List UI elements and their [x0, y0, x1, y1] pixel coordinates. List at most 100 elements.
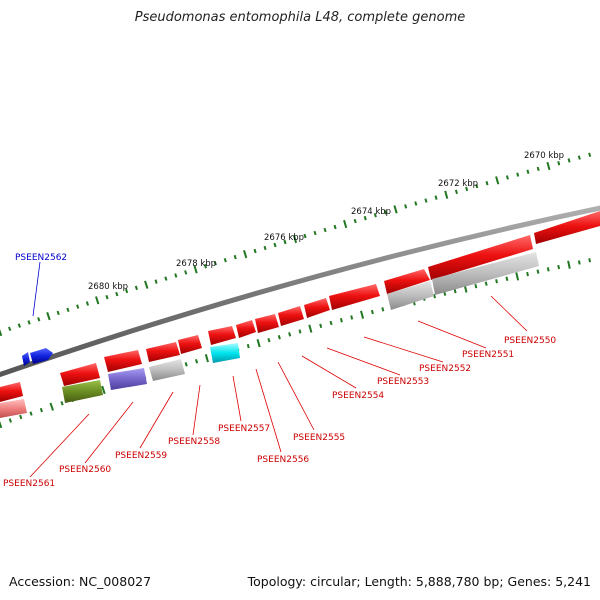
gene-label: PSEEN2560	[59, 465, 111, 475]
gene-label: PSEEN2554	[332, 391, 384, 401]
tick-mark	[60, 401, 64, 406]
gene-label: PSEEN2557	[218, 424, 270, 434]
tick-mark	[246, 343, 250, 349]
feature-track	[0, 252, 539, 418]
tick-mark	[66, 307, 70, 313]
tick-mark	[154, 279, 158, 284]
tick-mark	[283, 239, 287, 245]
tick-mark	[319, 323, 323, 329]
tick-mark	[76, 304, 80, 309]
feature-bar	[0, 399, 27, 418]
gene-arrow	[236, 320, 256, 338]
gene-label: PSEEN2555	[293, 433, 345, 443]
gene-arrow	[329, 284, 380, 310]
tick-mark	[29, 411, 33, 416]
tick-mark	[353, 218, 357, 224]
leader-line	[84, 401, 134, 464]
tick-mark	[424, 198, 428, 203]
tick-mark	[253, 248, 257, 254]
tick-mark	[588, 258, 592, 263]
leader-line	[417, 320, 487, 349]
tick-mark	[393, 205, 398, 214]
scale-label: 2678 kbp	[176, 259, 216, 269]
tick-mark	[516, 172, 520, 177]
tick-mark	[495, 279, 498, 284]
tick-mark	[474, 283, 478, 289]
pseudogene-bar	[387, 281, 434, 310]
tick-mark	[536, 269, 540, 274]
tick-mark	[588, 152, 592, 157]
leader-line	[326, 347, 401, 376]
map-title: Pseudomonas entomophila L48, complete ge…	[134, 10, 466, 25]
tick-mark	[323, 227, 327, 233]
gene-arrow	[534, 211, 600, 244]
gene-arrow	[104, 350, 142, 372]
tick-mark	[333, 224, 337, 230]
tick-mark	[434, 195, 438, 200]
tick-mark	[174, 273, 178, 278]
gene-arrow	[146, 342, 180, 362]
accession-text: Accession: NC_008027	[9, 574, 152, 589]
gene-label: PSEEN2553	[377, 377, 429, 387]
tick-mark	[404, 204, 408, 209]
gene-arrow	[60, 363, 100, 386]
tick-mark	[526, 271, 529, 277]
tick-mark	[329, 320, 333, 326]
tick-mark	[134, 285, 138, 291]
tick-mark	[546, 161, 551, 171]
tick-mark	[0, 328, 3, 337]
tick-mark	[273, 242, 277, 248]
tick-mark	[505, 175, 509, 180]
scale-label: 2674 kbp	[351, 207, 391, 217]
gene-labels: PSEEN2550 PSEEN2551 PSEEN2552 PSEEN2553 …	[3, 253, 556, 489]
tick-mark	[298, 329, 302, 334]
tick-mark	[339, 318, 343, 323]
tick-mark	[37, 317, 41, 322]
tick-mark	[414, 201, 418, 206]
tick-mark	[313, 230, 317, 236]
leader-line	[139, 391, 174, 449]
gene-arrow	[0, 382, 23, 402]
tick-mark	[95, 296, 100, 305]
tick-mark	[288, 332, 292, 337]
tick-mark	[373, 213, 377, 218]
leader-line	[277, 361, 315, 431]
forward-strand-genes	[0, 211, 600, 402]
gene-arrow	[304, 298, 330, 318]
tick-mark	[515, 272, 520, 281]
gene-label: PSEEN2551	[462, 350, 514, 360]
tick-mark	[267, 338, 271, 343]
tick-mark	[263, 245, 267, 251]
leader-line	[192, 384, 201, 436]
tick-mark	[203, 264, 207, 269]
tick-mark	[433, 294, 436, 299]
tick-mark	[164, 276, 168, 281]
tick-mark	[49, 402, 54, 411]
tick-mark	[184, 270, 188, 275]
tick-mark	[557, 161, 561, 166]
tick-mark	[19, 414, 23, 420]
gene-label: PSEEN2552	[419, 364, 471, 374]
tick-mark	[536, 166, 540, 172]
tick-mark	[125, 288, 129, 294]
tick-mark	[27, 320, 31, 325]
tick-mark	[567, 158, 571, 163]
tick-mark	[256, 339, 261, 348]
tick-mark	[46, 311, 51, 321]
tick-mark	[277, 335, 281, 340]
tick-mark	[105, 294, 109, 300]
tick-mark	[195, 359, 199, 364]
scale-label: 2672 kbp	[438, 179, 478, 189]
tick-mark	[85, 301, 90, 306]
tick-mark	[350, 315, 354, 320]
tick-mark	[526, 169, 530, 174]
tick-mark	[383, 210, 387, 215]
tick-mark	[213, 261, 217, 266]
tick-mark	[381, 307, 385, 312]
tick-mark	[303, 233, 307, 239]
gene-label: PSEEN2561	[3, 479, 55, 489]
tick-mark	[184, 362, 188, 367]
leader-line	[29, 413, 90, 478]
scale-labels: 2670 kbp 2672 kbp 2674 kbp 2676 kbp 2678…	[88, 151, 564, 292]
tick-mark	[370, 309, 374, 315]
